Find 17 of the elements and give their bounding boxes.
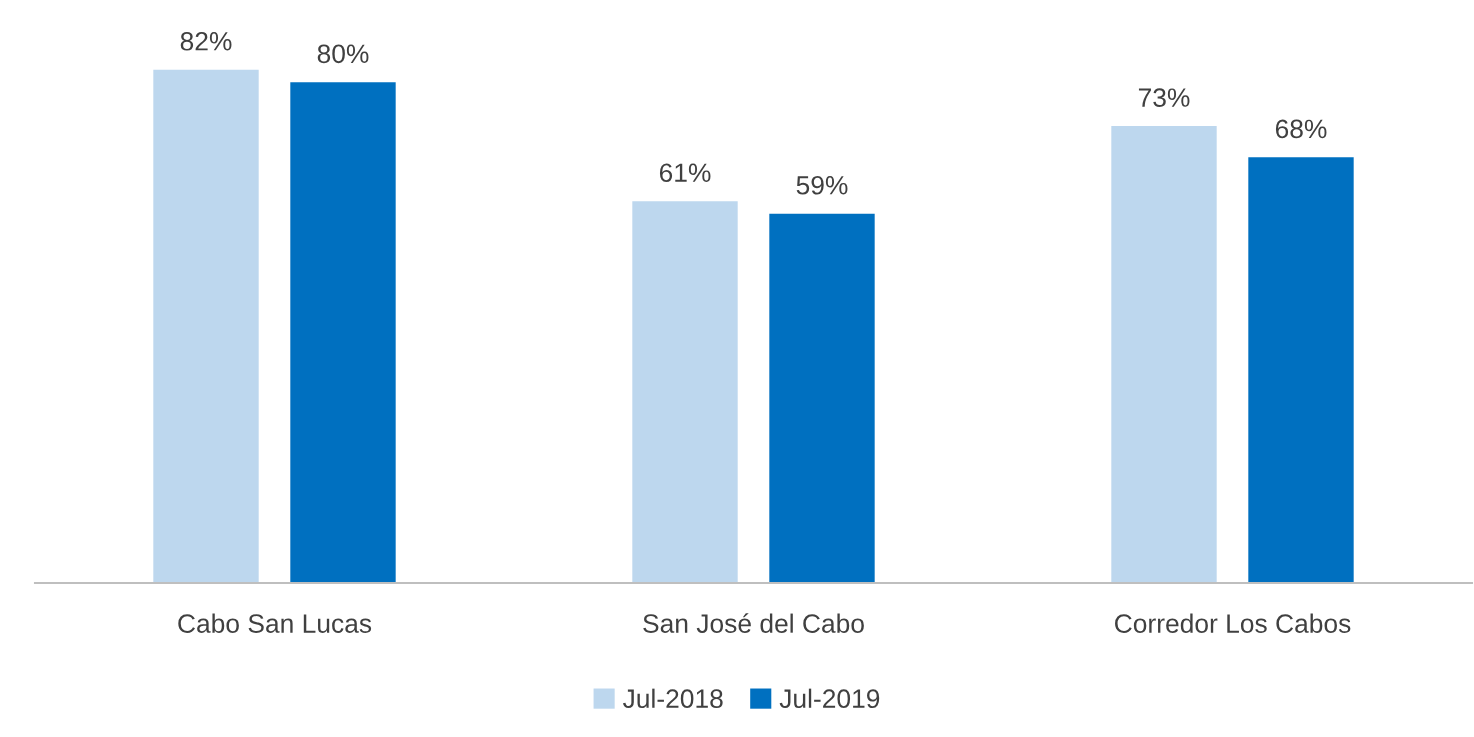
data-label: 82%: [180, 31, 232, 51]
bar: [1248, 157, 1354, 583]
legend-label: Jul-2018: [623, 688, 723, 709]
data-label: 80%: [317, 44, 369, 64]
bar: [290, 82, 396, 583]
data-label: 68%: [1275, 119, 1327, 139]
x-tick-label: Corredor Los Cabos: [1115, 613, 1351, 633]
x-tick-label: San José del Cabo: [643, 613, 864, 633]
legend-label: Jul-2019: [779, 688, 880, 709]
data-label: 61%: [659, 163, 711, 183]
bar: [1111, 126, 1217, 583]
data-label: 59%: [796, 175, 848, 195]
bar: [769, 213, 875, 583]
bar: [153, 69, 259, 583]
bar: [632, 201, 738, 583]
data-label: 73%: [1138, 88, 1190, 107]
x-tick-label: Cabo San Lucas: [178, 613, 372, 633]
